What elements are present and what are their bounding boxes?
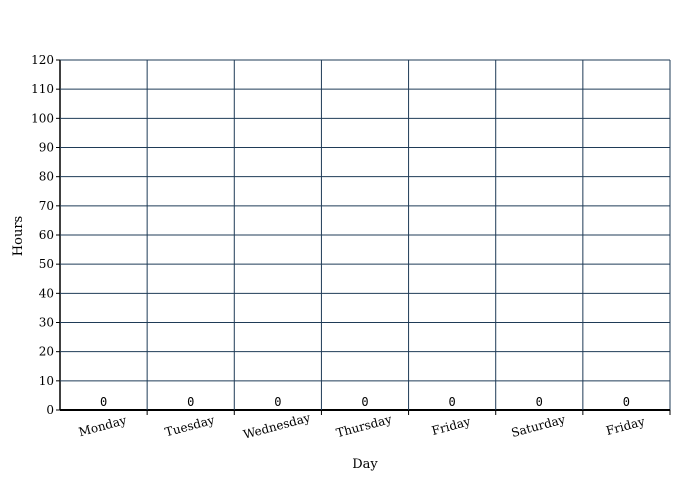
x-tick-label: Friday	[430, 414, 472, 438]
x-tick-label: Tuesday	[163, 413, 216, 440]
y-tick-label: 60	[39, 228, 54, 242]
data-labels: 0 0 0 0 0 0 0	[100, 395, 630, 409]
x-axis-ticks: Monday Tuesday Wednesday Thursday Friday Satu…	[77, 410, 671, 442]
data-label: 0	[623, 395, 630, 409]
y-tick-label: 90	[39, 141, 54, 155]
x-tick-label: Thursday	[335, 412, 394, 440]
y-tick-label: 0	[46, 403, 54, 417]
y-tick-label: 50	[39, 257, 54, 271]
y-tick-label: 40	[39, 286, 54, 300]
y-tick-label: 10	[39, 374, 54, 388]
data-label: 0	[361, 395, 368, 409]
y-tick-label: 30	[39, 316, 54, 330]
x-tick-label: Saturday	[510, 412, 567, 440]
data-label: 0	[274, 395, 281, 409]
y-axis-ticks: 0 10 20 30 40 50 60 70 80 90 100 110 120	[31, 53, 60, 417]
data-label: 0	[449, 395, 456, 409]
y-tick-label: 80	[39, 170, 54, 184]
x-tick-label: Wednesday	[242, 410, 312, 441]
x-tick-label: Monday	[77, 413, 128, 439]
x-tick-label: Friday	[604, 414, 646, 438]
y-axis-title: Hours	[11, 216, 26, 256]
y-tick-label: 70	[39, 199, 54, 213]
x-axis-title: Day	[352, 457, 378, 472]
data-label: 0	[536, 395, 543, 409]
y-tick-label: 120	[31, 53, 54, 67]
y-tick-label: 100	[31, 111, 54, 125]
y-tick-label: 20	[39, 345, 54, 359]
y-tick-label: 110	[31, 82, 54, 96]
grid-lines	[60, 59, 670, 410]
data-label: 0	[100, 395, 107, 409]
data-label: 0	[187, 395, 194, 409]
